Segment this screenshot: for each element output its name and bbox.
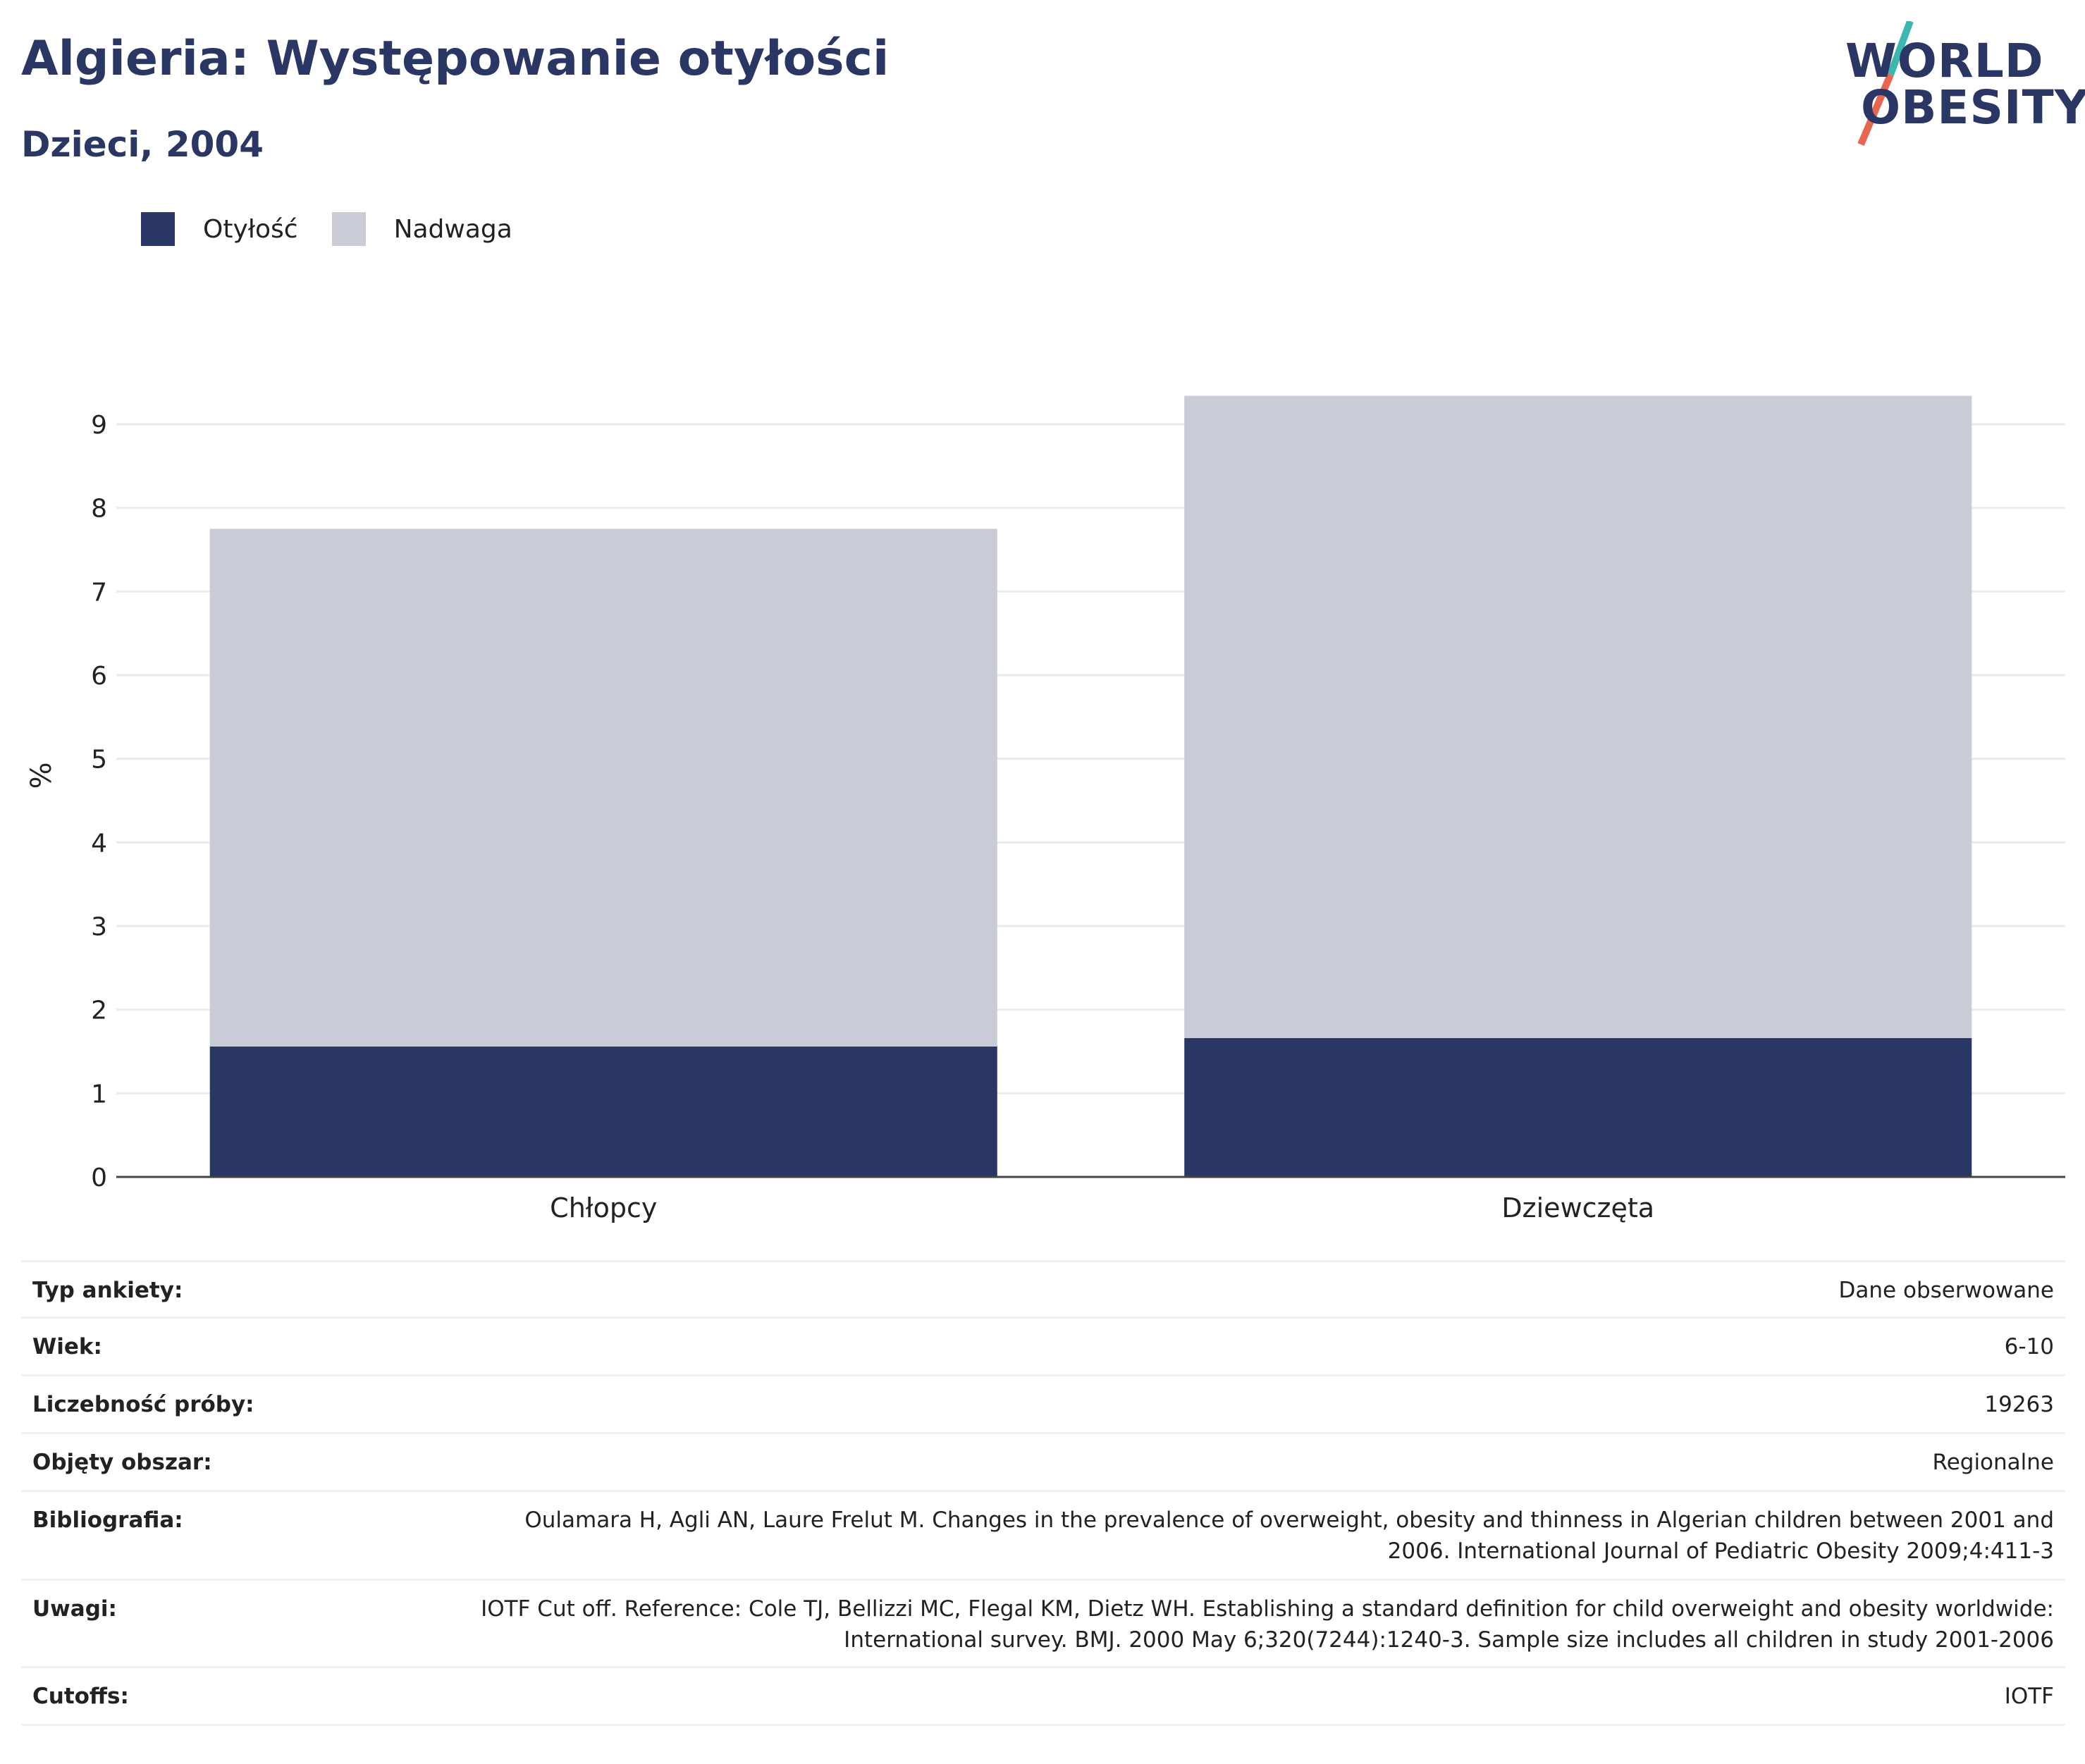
info-table: Typ ankiety: Dane obserwowane Wiek: 6-10 Lic… bbox=[21, 1260, 2065, 1726]
y-tick-label: 9 bbox=[91, 411, 107, 440]
bar-obesity bbox=[1184, 1038, 1972, 1177]
info-key: Uwagi: bbox=[21, 1579, 467, 1667]
bar-obesity bbox=[209, 1046, 997, 1177]
y-tick-label: 5 bbox=[91, 746, 107, 775]
chart-title: Algieria: Występowanie otyłości bbox=[21, 31, 890, 87]
x-tick-label: Chłopcy bbox=[550, 1192, 657, 1223]
info-row: Typ ankiety: Dane obserwowane bbox=[21, 1260, 2065, 1318]
legend-label-obesity: Otyłość bbox=[203, 214, 298, 244]
legend-item-obesity[interactable]: Otyłość bbox=[141, 212, 298, 246]
info-row: Uwagi: IOTF Cut off. Reference: Cole TJ, … bbox=[21, 1579, 2065, 1667]
info-key: Objęty obszar: bbox=[21, 1432, 467, 1491]
info-value: IOTF bbox=[467, 1666, 2065, 1726]
x-tick-label: Dziewczęta bbox=[1501, 1192, 1654, 1223]
logo-line-1: WORLD bbox=[1845, 34, 2044, 88]
info-value: Dane obserwowane bbox=[467, 1260, 2065, 1318]
world-obesity-logo[interactable]: WORLD OBESITY bbox=[1840, 21, 2085, 148]
y-tick-label: 1 bbox=[91, 1080, 107, 1109]
info-row: Cutoffs: IOTF bbox=[21, 1666, 2065, 1726]
y-tick-label: 6 bbox=[91, 662, 107, 691]
info-value: 19263 bbox=[467, 1374, 2065, 1433]
info-value: IOTF Cut off. Reference: Cole TJ, Belliz… bbox=[467, 1579, 2065, 1667]
y-tick-label: 7 bbox=[91, 578, 107, 607]
y-axis-label: % bbox=[25, 762, 58, 789]
y-tick-label: 2 bbox=[91, 997, 107, 1025]
logo-slash-icon bbox=[1857, 21, 1914, 146]
logo-line-2: OBESITY bbox=[1861, 80, 2085, 135]
y-tick-label: 3 bbox=[91, 913, 107, 942]
legend-label-overweight: Nadwaga bbox=[393, 214, 512, 244]
info-value: 6-10 bbox=[467, 1316, 2065, 1376]
info-row: Objęty obszar: Regionalne bbox=[21, 1432, 2065, 1491]
info-row: Liczebność próby: 19263 bbox=[21, 1374, 2065, 1433]
info-value: Oulamara H, Agli AN, Laure Frelut M. Cha… bbox=[467, 1490, 2065, 1580]
info-key: Wiek: bbox=[21, 1316, 467, 1376]
info-key: Typ ankiety: bbox=[21, 1260, 467, 1318]
y-tick-label: 0 bbox=[91, 1164, 107, 1192]
y-tick-label: 4 bbox=[91, 829, 107, 858]
bar-overweight bbox=[209, 529, 997, 1047]
info-row: Bibliografia: Oulamara H, Agli AN, Laure … bbox=[21, 1490, 2065, 1580]
chart-legend: Otyłość Nadwaga bbox=[141, 211, 546, 247]
legend-item-overweight[interactable]: Nadwaga bbox=[331, 212, 512, 246]
y-tick-label: 8 bbox=[91, 495, 107, 524]
info-row: Wiek: 6-10 bbox=[21, 1316, 2065, 1376]
legend-swatch-overweight bbox=[331, 212, 366, 246]
bar-chart: 0 1 2 3 4 5 6 7 8 9% Chłopcy Dziewczęta bbox=[25, 395, 2065, 1223]
chart-subtitle: Dzieci, 2004 bbox=[21, 124, 264, 165]
info-key: Liczebność próby: bbox=[21, 1374, 467, 1433]
info-value: Regionalne bbox=[467, 1432, 2065, 1491]
legend-swatch-obesity bbox=[141, 212, 175, 246]
info-key: Cutoffs: bbox=[21, 1666, 467, 1726]
bar-overweight bbox=[1184, 395, 1972, 1039]
info-key: Bibliografia: bbox=[21, 1490, 467, 1580]
